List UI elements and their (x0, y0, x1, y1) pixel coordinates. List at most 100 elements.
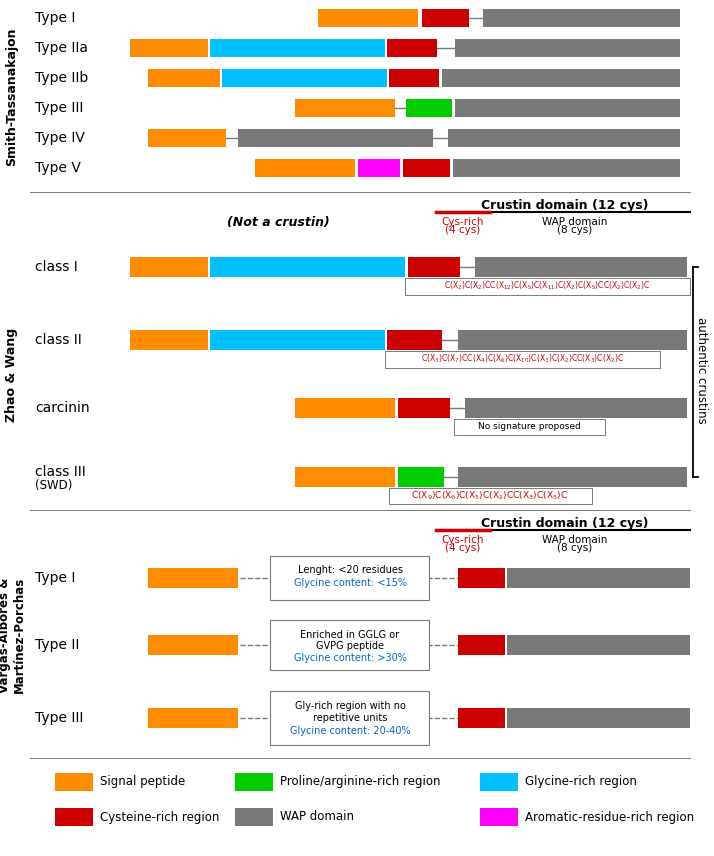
Text: Glycine content: <15%: Glycine content: <15% (293, 578, 406, 588)
Bar (318, 9, 418, 27)
Bar (255, 159, 355, 177)
Text: Glycine-rich region: Glycine-rich region (525, 776, 637, 788)
FancyBboxPatch shape (388, 488, 591, 503)
Text: Crustin domain (12 cys): Crustin domain (12 cys) (481, 516, 649, 530)
Bar (210, 257, 405, 277)
Text: carcinin: carcinin (35, 401, 90, 415)
Bar (483, 9, 680, 27)
Text: C(X$_2$)C(X$_2$)CC(X$_{12}$)C(X$_5$)C(X$_{11}$)C(X$_2$)C(X$_5$)CC(X$_2$)C(X$_2$): C(X$_2$)C(X$_2$)CC(X$_{12}$)C(X$_5$)C(X$… (444, 280, 650, 292)
Bar (148, 635, 238, 655)
Bar (507, 568, 690, 588)
Text: Type IIa: Type IIa (35, 41, 88, 55)
FancyBboxPatch shape (270, 556, 429, 600)
Bar (387, 39, 437, 57)
Bar (210, 39, 385, 57)
Bar (480, 773, 518, 791)
Bar (130, 330, 208, 350)
Bar (398, 398, 450, 418)
Bar (210, 330, 385, 350)
Bar (235, 773, 273, 791)
Text: WAP domain: WAP domain (543, 217, 608, 227)
Bar (403, 159, 450, 177)
Bar (358, 159, 400, 177)
Bar (458, 708, 505, 728)
Text: Cys-rich: Cys-rich (442, 535, 484, 545)
Bar (295, 99, 395, 117)
Text: Gly-rich region with no: Gly-rich region with no (295, 701, 406, 711)
Text: Type I: Type I (35, 571, 76, 585)
Text: Vargas-Albores &
Martínez-Porchas: Vargas-Albores & Martínez-Porchas (0, 577, 26, 693)
Bar (465, 398, 687, 418)
Bar (235, 808, 273, 826)
Bar (475, 257, 687, 277)
Text: Cys-rich: Cys-rich (442, 217, 484, 227)
Text: Cysteine-rich region: Cysteine-rich region (100, 811, 219, 823)
Text: class II: class II (35, 333, 81, 347)
FancyBboxPatch shape (270, 620, 429, 670)
FancyBboxPatch shape (453, 419, 605, 435)
Text: Type I: Type I (35, 11, 76, 25)
Bar (448, 129, 680, 147)
Text: Type IIb: Type IIb (35, 71, 89, 85)
Bar (453, 159, 680, 177)
Bar (398, 467, 444, 487)
Bar (295, 398, 395, 418)
Bar (148, 708, 238, 728)
Text: (4 cys): (4 cys) (446, 225, 481, 235)
Bar (408, 257, 460, 277)
Text: Signal peptide: Signal peptide (100, 776, 185, 788)
Text: class I: class I (35, 260, 78, 274)
Bar (480, 808, 518, 826)
Bar (55, 808, 93, 826)
Bar (222, 69, 387, 87)
Bar (238, 129, 433, 147)
Bar (406, 99, 452, 117)
Bar (130, 39, 208, 57)
Text: C(X$_3$)C(X$_7$)CC(X$_4$)C(X$_6$)C(X$_{10}$)C(X$_3$)C(X$_2$)CC(X$_3$)C(X$_2$)C: C(X$_3$)C(X$_7$)CC(X$_4$)C(X$_6$)C(X$_{1… (421, 353, 623, 366)
Bar (458, 330, 687, 350)
Text: Type V: Type V (35, 161, 81, 175)
Text: (SWD): (SWD) (35, 479, 72, 491)
FancyBboxPatch shape (270, 691, 429, 745)
Text: authentic crustins: authentic crustins (695, 317, 708, 424)
Bar (148, 129, 226, 147)
Text: Glycine content: 20-40%: Glycine content: 20-40% (290, 726, 411, 736)
Bar (507, 708, 690, 728)
FancyBboxPatch shape (385, 350, 660, 367)
Bar (387, 330, 442, 350)
Text: (4 cys): (4 cys) (446, 543, 481, 553)
Text: Zhao & Wang: Zhao & Wang (6, 328, 19, 422)
Bar (295, 467, 395, 487)
FancyBboxPatch shape (405, 277, 690, 294)
Text: Proline/arginine-rich region: Proline/arginine-rich region (280, 776, 441, 788)
Text: WAP domain: WAP domain (543, 535, 608, 545)
Text: Aromatic-residue-rich region: Aromatic-residue-rich region (525, 811, 694, 823)
Text: Glycine content: >30%: Glycine content: >30% (293, 653, 406, 663)
Text: Crustin domain (12 cys): Crustin domain (12 cys) (481, 199, 649, 211)
Bar (442, 69, 680, 87)
Text: Type III: Type III (35, 101, 84, 115)
Bar (55, 773, 93, 791)
Text: (Not a crustin): (Not a crustin) (226, 216, 329, 229)
Text: class III: class III (35, 465, 86, 479)
Text: Smith-Tassanakajon: Smith-Tassanakajon (6, 27, 19, 166)
Bar (422, 9, 469, 27)
Text: GVPG peptide: GVPG peptide (316, 641, 384, 651)
Bar (130, 257, 208, 277)
Bar (148, 69, 220, 87)
Text: repetitive units: repetitive units (313, 713, 387, 723)
Bar (455, 99, 680, 117)
Text: Type II: Type II (35, 638, 79, 652)
Text: C(X$_9$)C(X$_6$)C(X$_5$)C(X$_2$)CC(X$_3$)C(X$_5$)C: C(X$_9$)C(X$_6$)C(X$_5$)C(X$_2$)CC(X$_3$… (411, 490, 568, 502)
Bar (458, 635, 505, 655)
Text: Type IV: Type IV (35, 131, 85, 145)
Text: Lenght: <20 residues: Lenght: <20 residues (298, 565, 403, 575)
Bar (458, 467, 687, 487)
Text: Enriched in GGLG or: Enriched in GGLG or (301, 630, 400, 640)
Bar (458, 568, 505, 588)
Bar (389, 69, 439, 87)
Bar (148, 568, 238, 588)
Text: Type III: Type III (35, 711, 84, 725)
Text: No signature proposed: No signature proposed (478, 422, 580, 431)
Text: (8 cys): (8 cys) (558, 543, 593, 553)
